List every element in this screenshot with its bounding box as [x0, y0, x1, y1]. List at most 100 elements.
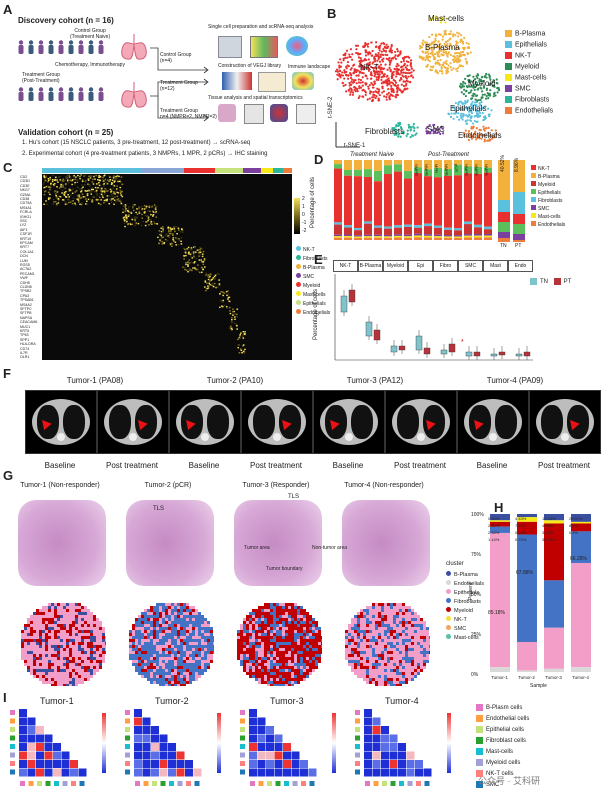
spot: [153, 648, 156, 651]
heatmap-cell: [199, 247, 201, 248]
spot: [366, 606, 369, 609]
spot: [168, 684, 171, 686]
spot: [174, 609, 177, 612]
tsne-point: [412, 125, 414, 127]
spot: [246, 645, 249, 648]
spot: [267, 684, 270, 686]
spot: [291, 630, 294, 633]
spot: [21, 648, 24, 651]
tsne-point: [396, 48, 398, 50]
heatmap-cell: [241, 352, 243, 353]
spot: [66, 669, 69, 672]
spot: [147, 639, 150, 642]
spot: [264, 630, 267, 633]
spot: [243, 654, 246, 657]
spot: [303, 672, 306, 675]
spot: [381, 627, 384, 630]
spot: [156, 630, 159, 633]
gene-label: GZMA: [20, 193, 30, 197]
spot: [63, 621, 66, 624]
tsne-point: [347, 78, 349, 80]
spot: [66, 642, 69, 645]
spot: [42, 630, 45, 633]
spot: [150, 666, 153, 669]
spot: [186, 612, 189, 615]
heatmap-cell: [111, 202, 113, 203]
treatment-group-top: Treatment Group (Post-Treatment): [22, 72, 60, 84]
spot: [417, 618, 420, 621]
spot: [372, 663, 375, 666]
spot: [303, 675, 306, 678]
tsne-point: [395, 58, 397, 60]
spot: [390, 606, 393, 609]
spot: [156, 606, 159, 609]
spot: [297, 666, 300, 669]
tsne-point: [349, 72, 351, 74]
legend-label: Mast-cells: [515, 74, 547, 81]
e-header-cell: B-Plasma: [358, 260, 383, 272]
spot: [54, 630, 57, 633]
spot: [69, 636, 72, 639]
tsne-point: [358, 60, 360, 62]
heatmap-cell: [144, 205, 146, 206]
tsne-point: [487, 108, 489, 110]
spot: [249, 615, 252, 618]
spot: [81, 627, 84, 630]
spot: [33, 648, 36, 651]
spot: [285, 606, 288, 609]
gene-label: MS4A1: [20, 206, 32, 210]
spot: [45, 633, 48, 636]
spot: [141, 651, 144, 654]
spot: [276, 651, 279, 654]
spot: [294, 633, 297, 636]
tsne-point: [481, 90, 483, 92]
heatmap-cell: [220, 291, 222, 292]
spot: [297, 615, 300, 618]
tsne-point: [461, 91, 463, 93]
stack-seg: [364, 169, 372, 177]
heatmap-cell: [128, 206, 130, 207]
spot: [153, 666, 156, 669]
spot: [210, 630, 213, 633]
stack-seg: [374, 236, 382, 238]
spot: [282, 627, 285, 630]
tsne-point: [470, 117, 472, 119]
heatmap-cell: [123, 209, 125, 210]
heatmap-cell: [52, 181, 54, 182]
spot: [207, 657, 210, 660]
legend-dot: [296, 255, 301, 260]
heatmap-cell: [104, 193, 106, 194]
spot: [390, 627, 393, 630]
stack-seg: [344, 170, 352, 176]
spot: [84, 636, 87, 639]
spot: [303, 666, 306, 669]
tsne-point: [337, 61, 339, 63]
spot: [243, 663, 246, 666]
heatmap-cell: [45, 200, 47, 201]
spot: [195, 609, 198, 612]
spot: [402, 618, 405, 621]
heatmap-cell: [68, 182, 70, 183]
spot: [162, 612, 165, 615]
heatmap-cell: [186, 248, 188, 249]
spot: [306, 624, 309, 627]
tsne-point: [386, 75, 388, 77]
spot: [69, 648, 72, 651]
spot: [192, 645, 195, 648]
tsne-point: [409, 81, 411, 83]
legend-swatch: [531, 165, 536, 170]
spot: [372, 621, 375, 624]
spot: [171, 657, 174, 660]
spot: [312, 624, 315, 627]
spot: [180, 669, 183, 672]
spot: [240, 642, 243, 645]
spot: [147, 657, 150, 660]
spot: [306, 612, 309, 615]
spot: [156, 633, 159, 636]
heatmap-cell: [167, 227, 169, 228]
tsne-point: [348, 65, 350, 67]
spot: [186, 657, 189, 660]
ct-title: Tumor-1 (PA08): [30, 376, 160, 385]
spot: [72, 627, 75, 630]
spot: [174, 630, 177, 633]
